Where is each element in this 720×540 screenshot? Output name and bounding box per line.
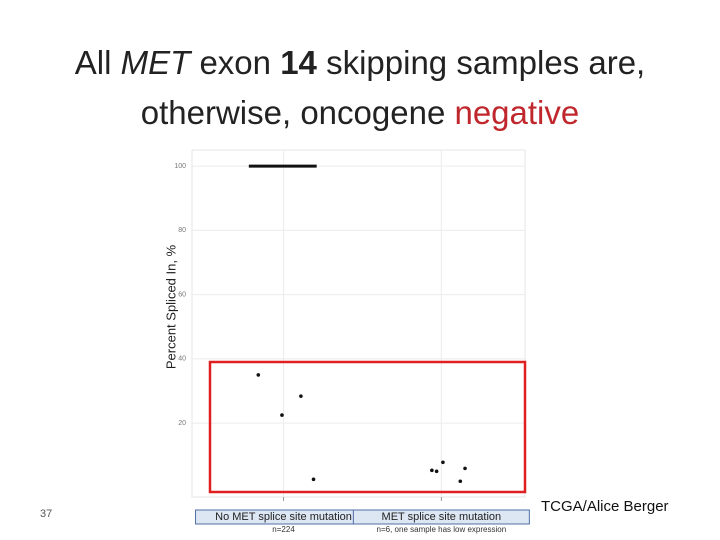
title-part: otherwise, oncogene bbox=[140, 94, 455, 131]
highlight-box bbox=[208, 360, 527, 494]
y-tick-label: 80 bbox=[178, 227, 186, 234]
point bbox=[299, 394, 303, 398]
title-part: exon bbox=[190, 44, 281, 81]
point bbox=[458, 479, 463, 484]
y-axis-label: Percent Spliced In, % bbox=[163, 244, 178, 369]
x-sublabel: n=6, one sample has low expression bbox=[377, 525, 507, 534]
y-tick-label: 40 bbox=[178, 356, 186, 363]
point bbox=[311, 477, 316, 482]
plot-panel bbox=[191, 149, 526, 498]
title-part: MET bbox=[120, 44, 191, 81]
title-part: 14 bbox=[280, 44, 317, 81]
x-tick-label: No MET splice site mutation bbox=[215, 511, 352, 523]
title-part: All bbox=[74, 44, 121, 81]
point bbox=[256, 373, 261, 377]
credit: TCGA/Alice Berger bbox=[541, 498, 669, 515]
point bbox=[434, 469, 439, 474]
label-bar bbox=[352, 509, 530, 525]
point bbox=[463, 466, 467, 471]
y-tick-label: 20 bbox=[178, 420, 186, 427]
y-tick-label: 100 bbox=[174, 163, 186, 170]
title-part: skipping samples are, bbox=[316, 44, 646, 81]
x-tick-label: MET splice site mutation bbox=[382, 511, 502, 523]
x-sublabel: n=224 bbox=[272, 525, 295, 534]
point bbox=[280, 413, 284, 417]
point bbox=[441, 460, 445, 465]
slide-number: 37 bbox=[40, 508, 53, 520]
slide-title: All MET exon 14 skipping samples are, oth… bbox=[0, 38, 720, 138]
y-tick-label: 60 bbox=[178, 291, 186, 298]
point bbox=[430, 468, 434, 473]
title-part: negative bbox=[454, 94, 580, 131]
